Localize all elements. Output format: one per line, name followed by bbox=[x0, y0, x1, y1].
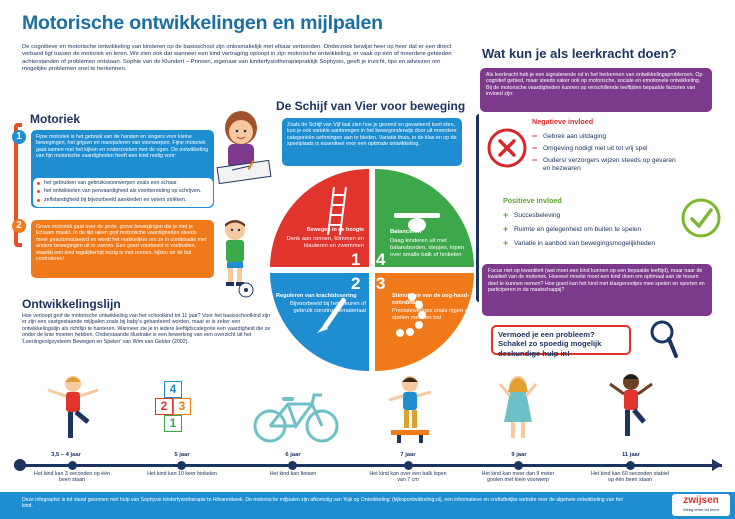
hopscotch-cell: 3 bbox=[173, 398, 191, 415]
page-title: Motorische ontwikkelingen en mijlpalen bbox=[22, 12, 383, 34]
quadrant-1-text: Denk aan rennen, klimmen en klauteren en… bbox=[286, 236, 364, 249]
grof-number-badge: 2 bbox=[12, 219, 26, 233]
motoriek-heading: Motoriek bbox=[30, 112, 81, 126]
leerkracht-line bbox=[476, 114, 482, 302]
hopscotch-cell: 2 bbox=[155, 398, 173, 415]
ladder-icon bbox=[327, 186, 347, 236]
child-balance-beam-illustration bbox=[388, 376, 432, 443]
positive-item: Ruimte en gelegenheid om buiten te spele… bbox=[503, 225, 693, 234]
fijn-item: zelfstandigheid bij bijvoorbeeld aankled… bbox=[37, 197, 209, 203]
leerkracht-intro: Als leerkracht heb je een signalerende r… bbox=[486, 72, 703, 98]
fijn-list: het gebruiken van gebruiksvoorwerpen zoa… bbox=[37, 180, 209, 203]
footer-bar bbox=[0, 492, 735, 519]
positive-item: Succesbeleving bbox=[503, 211, 693, 220]
quadrant-2-text: Bijvoorbeeld bij het kleuren of gebruik … bbox=[289, 301, 366, 314]
timeline-start bbox=[14, 459, 26, 471]
milestone-age: 5 jaar bbox=[152, 452, 212, 458]
girl-writing-illustration bbox=[216, 111, 272, 185]
timeline-marker bbox=[288, 461, 297, 470]
milestone-age: 6 jaar bbox=[263, 452, 323, 458]
zwijsen-logo: zwijsen Weeg leren tot leren bbox=[672, 494, 730, 516]
fijn-number-badge: 1 bbox=[12, 130, 26, 144]
child-throwing-illustration bbox=[498, 376, 538, 438]
intro-text: De cognitieve en motorische ontwikkeling… bbox=[22, 44, 452, 72]
ontwikkelingslijn-text: Hoe verloopt grof de motorische ontwikke… bbox=[22, 313, 271, 345]
hopscotch-cell: 4 bbox=[164, 381, 182, 398]
hopscotch-cell: 1 bbox=[164, 415, 182, 432]
fijn-item: het gebruiken van gebruiksvoorwerpen zoa… bbox=[37, 180, 209, 186]
schijf-intro: Zoals de Schijf van Vijf laat zien hoe j… bbox=[287, 122, 457, 148]
leerkracht-heading: Wat kun je als leerkracht doen? bbox=[482, 46, 677, 61]
milestone-caption: Het kind kan 10 keer hinkelen bbox=[147, 471, 217, 477]
quadrant-2-title: Reguleren van krachtdosering bbox=[276, 293, 357, 299]
positive-heading: Positieve invloed bbox=[503, 196, 562, 205]
quadrant-1-title: Bewegen in de hoogte bbox=[306, 227, 364, 233]
bicycle-illustration bbox=[253, 393, 339, 443]
milestone-caption: Het kind kan 60 seconden stabiel op één … bbox=[590, 471, 670, 484]
milestone-age: 7 jaar bbox=[378, 452, 438, 458]
milestone-age: 11 jaar bbox=[601, 452, 661, 458]
timeline-marker bbox=[404, 461, 413, 470]
beads-icon bbox=[396, 293, 426, 337]
schijf-heading: De Schijf van Vier voor beweging bbox=[276, 99, 466, 113]
milestone-age: 3,5 – 4 jaar bbox=[36, 452, 96, 458]
quadrant-3-title: Stimuleren van de oog-hand-coördinatie bbox=[392, 293, 470, 306]
milestone-caption: Het kind kan fietsen bbox=[269, 471, 317, 477]
milestone-age: 9 jaar bbox=[489, 452, 549, 458]
magnifier-icon bbox=[650, 320, 678, 358]
negative-heading: Negatieve invloed bbox=[532, 117, 594, 126]
negative-item: Ouders/ verzorgers wijzen steeds op geva… bbox=[532, 156, 682, 173]
timeline-arrow bbox=[712, 459, 722, 471]
positive-list: Succesbeleving Ruimte en gelegenheid om … bbox=[503, 211, 693, 254]
motoriek-bracket bbox=[14, 123, 22, 247]
quadrant-2-number: 2 bbox=[351, 274, 361, 293]
quadrant-3-number: 3 bbox=[376, 274, 386, 293]
footer-text: Deze infographic is tot stand gekomen me… bbox=[22, 497, 623, 510]
milestone-caption: Het kind kan meer dan 9 meter goolen met… bbox=[481, 471, 555, 484]
timeline-marker bbox=[514, 461, 523, 470]
schijf-disc bbox=[270, 168, 474, 372]
quadrant-4-number: 4 bbox=[376, 250, 386, 269]
quadrant-4-text: Daag kinderen uit met balansborden, step… bbox=[390, 238, 465, 258]
timeline-axis bbox=[14, 464, 722, 467]
milestone-caption: Het kind kan 3 seconden op één been staa… bbox=[34, 471, 110, 484]
fijn-item: het ontwikkelen van penvaardigheid als v… bbox=[37, 188, 209, 194]
brand-tagline: Weeg leren tot leren bbox=[683, 507, 719, 512]
boy-football-illustration bbox=[225, 220, 254, 298]
ontwikkelingslijn-heading: Ontwikkelingslijn bbox=[22, 297, 121, 311]
callout-text: Vermoed je een probleem? Schakel zo spoe… bbox=[498, 330, 602, 358]
timeline-marker bbox=[626, 461, 635, 470]
quadrant-2-segment bbox=[270, 273, 369, 371]
check-icon bbox=[681, 198, 721, 238]
negative-item: Gebrek aan uitdaging bbox=[532, 132, 682, 141]
brand-name: zwijsen bbox=[683, 495, 719, 506]
timeline-marker bbox=[68, 461, 77, 470]
fijn-motoriek-text: Fijne motoriek is het gebruik van de han… bbox=[36, 134, 209, 160]
timeline-marker bbox=[177, 461, 186, 470]
quadrant-3-text: Precisiewerkjes zoals rijgen of spelen m… bbox=[392, 308, 470, 322]
positive-item: Variatie in aanbod van bewegingsmogelijk… bbox=[503, 239, 693, 248]
milestone-caption: Het kind kan over een balk lopen van 7 c… bbox=[369, 471, 447, 484]
brush-icon bbox=[317, 297, 346, 333]
child-stand-illustration bbox=[609, 374, 653, 436]
quadrant-1-number: 1 bbox=[351, 250, 361, 269]
grof-motoriek-text: Grove motoriek gaat over de grote, grove… bbox=[36, 224, 207, 263]
focus-text: Focus niet op kwantiteit (wat moet een k… bbox=[488, 268, 705, 294]
negative-item: Omgeving nodigt niet uit tot vrij spel bbox=[532, 144, 682, 153]
balance-board-icon bbox=[394, 213, 440, 232]
quadrant-4-title: Balanceren bbox=[390, 229, 422, 235]
hopscotch-illustration: 4 2 3 1 bbox=[155, 381, 191, 432]
child-one-leg-illustration bbox=[47, 376, 99, 438]
negative-list: Gebrek aan uitdaging Omgeving nodigt nie… bbox=[532, 132, 682, 177]
quadrant-3-segment bbox=[375, 273, 474, 371]
cross-icon bbox=[487, 128, 527, 168]
